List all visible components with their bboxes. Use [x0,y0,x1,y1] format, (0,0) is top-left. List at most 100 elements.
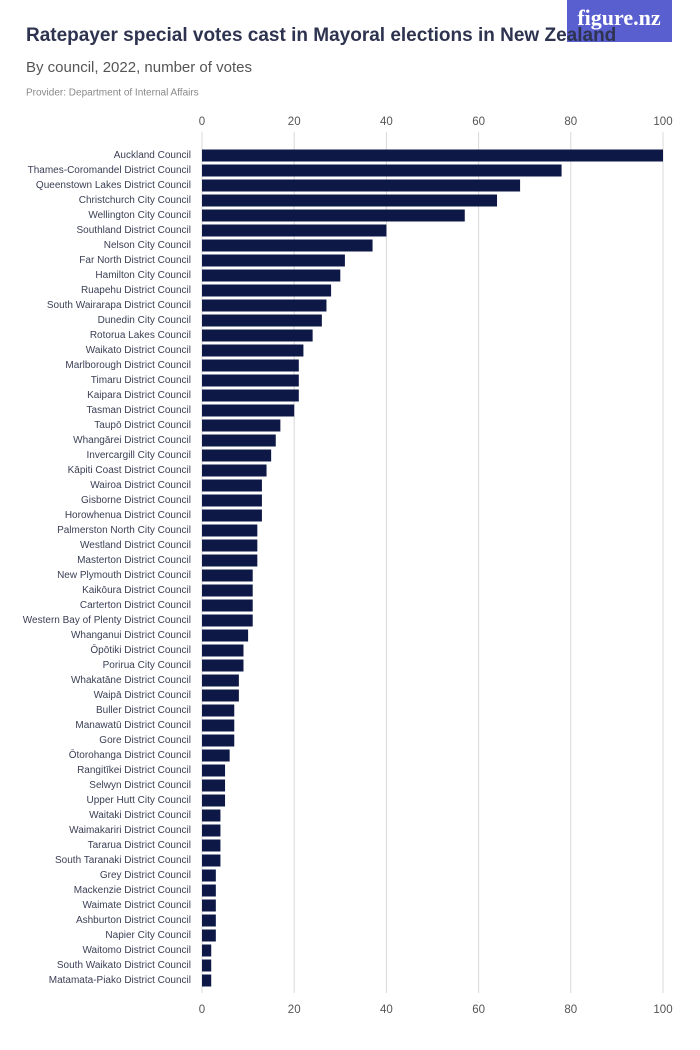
y-tick-label: Nelson City Council [104,240,191,251]
y-tick-label: Grey District Council [100,870,191,881]
y-tick-label: Selwyn District Council [89,780,191,791]
bar [202,524,258,537]
x-tick-label: 20 [288,116,301,128]
y-tick-label: Whangārei District Council [73,435,191,446]
y-tick-label: Gisborne District Council [81,495,191,506]
y-tick-label: Carterton District Council [80,600,191,611]
y-tick-label: Wellington City Council [88,210,191,221]
bar [202,254,345,267]
bar [202,674,239,687]
x-tick-label: 20 [288,1004,301,1016]
bar [202,944,212,957]
y-tick-label: Timaru District Council [91,375,191,386]
x-tick-label: 80 [564,1004,577,1016]
bar [202,719,235,732]
bar [202,629,249,642]
y-tick-label: Kāpiti Coast District Council [68,465,191,476]
y-tick-label: Gore District Council [99,735,191,746]
y-tick-label: Westland District Council [80,540,191,551]
x-tick-label: 60 [472,116,485,128]
bar [202,449,272,462]
y-tick-label: South Taranaki District Council [55,855,191,866]
y-tick-label: South Wairarapa District Council [47,300,191,311]
bar [202,689,239,702]
bar [202,554,258,567]
bar [202,149,663,162]
y-tick-label: Ashburton District Council [76,915,191,926]
y-tick-label: Tararua District Council [88,840,191,851]
x-tick-label: 0 [199,116,205,128]
y-tick-label: Whakatāne District Council [71,675,191,686]
bar [202,644,244,657]
y-tick-label: Taupō District Council [94,420,191,431]
y-tick-label: Auckland Council [114,150,191,161]
bar [202,794,226,807]
y-tick-label: Kaikōura District Council [82,585,191,596]
bar [202,509,262,522]
bar [202,704,235,717]
bar [202,419,281,432]
y-tick-label: Queenstown Lakes District Council [36,180,191,191]
y-tick-label: New Plymouth District Council [57,570,191,581]
bar [202,584,253,597]
y-tick-label: Masterton District Council [77,555,191,566]
bar [202,854,221,867]
y-tick-label: Western Bay of Plenty District Council [23,615,191,626]
bar [202,344,304,357]
bar [202,749,230,762]
bar [202,809,221,822]
bar [202,599,253,612]
y-tick-label: Mackenzie District Council [74,885,191,896]
source: Provider: Department of Internal Affairs [26,88,199,99]
bar [202,479,262,492]
bar [202,839,221,852]
x-tick-label: 60 [472,1004,485,1016]
bar [202,404,295,417]
bar [202,824,221,837]
y-tick-label: Hamilton City Council [95,270,191,281]
y-tick-label: Far North District Council [79,255,191,266]
bar [202,494,262,507]
x-tick-label: 40 [380,1004,393,1016]
bar [202,734,235,747]
y-tick-label: Tasman District Council [87,405,191,416]
bar [202,884,216,897]
chart-title: Ratepayer special votes cast in Mayoral … [26,25,616,46]
y-tick-label: Upper Hutt City Council [87,795,191,806]
bar [202,569,253,582]
y-tick-label: Rotorua Lakes Council [90,330,191,341]
y-tick-label: Waikato District Council [86,345,191,356]
y-tick-label: Buller District Council [96,705,191,716]
bar [202,164,562,177]
y-tick-label: Horowhenua District Council [65,510,191,521]
logo-box [567,0,672,42]
bar [202,539,258,552]
x-tick-label: 80 [564,116,577,128]
y-tick-label: Southland District Council [77,225,192,236]
bar [202,959,212,972]
bar [202,194,498,207]
x-tick-label: 40 [380,116,393,128]
y-tick-label: Rangitīkei District Council [77,765,191,776]
bar [202,329,313,342]
y-tick-label: Manawatū District Council [75,720,191,731]
y-tick-label: Marlborough District Council [65,360,191,371]
y-tick-label: Dunedin City Council [98,315,191,326]
y-tick-label: Waitomo District Council [82,945,191,956]
bar [202,779,226,792]
y-tick-label: Ōtorohanga District Council [69,749,191,761]
bar [202,299,327,312]
chart-subtitle: By council, 2022, number of votes [26,59,252,76]
bar [202,914,216,927]
bar [202,434,276,447]
y-tick-label: Christchurch City Council [79,195,191,206]
x-tick-label: 100 [653,116,672,128]
y-tick-label: Matamata-Piako District Council [49,975,191,986]
x-tick-label: 100 [653,1004,672,1016]
y-tick-label: Invercargill City Council [87,450,191,461]
bar [202,359,299,372]
y-tick-label: Wairoa District Council [90,480,191,491]
bar [202,869,216,882]
bar [202,314,322,327]
